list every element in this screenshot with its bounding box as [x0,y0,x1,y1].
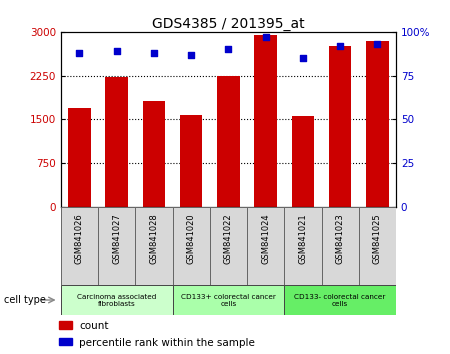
Bar [284,207,321,285]
Bar [329,46,351,207]
Bar [172,285,284,315]
Point [150,50,158,56]
Bar [58,338,72,346]
Text: GSM841024: GSM841024 [261,213,270,264]
Text: cell type: cell type [4,295,46,305]
Bar [359,207,396,285]
Bar [172,207,210,285]
Text: Carcinoma associated
fibroblasts: Carcinoma associated fibroblasts [77,293,156,307]
Point [374,41,381,47]
Bar [321,207,359,285]
Point [76,50,83,56]
Text: percentile rank within the sample: percentile rank within the sample [79,338,255,348]
Bar [180,115,202,207]
Point [337,43,344,49]
Text: GSM841021: GSM841021 [298,213,307,264]
Text: GSM841020: GSM841020 [187,213,196,264]
Bar [61,207,98,285]
Text: GSM841027: GSM841027 [112,213,121,264]
Bar [105,78,128,207]
Point [113,48,120,54]
Title: GDS4385 / 201395_at: GDS4385 / 201395_at [152,17,305,31]
Text: count: count [79,321,109,331]
Bar [58,321,72,329]
Text: CD133- colorectal cancer
cells: CD133- colorectal cancer cells [294,293,386,307]
Point [225,47,232,52]
Bar [210,207,247,285]
Bar [366,41,388,207]
Bar [254,35,277,207]
Point [188,52,195,57]
Bar [217,76,239,207]
Point [262,34,269,40]
Bar [292,116,314,207]
Text: GSM841023: GSM841023 [336,213,345,264]
Text: GSM841022: GSM841022 [224,213,233,264]
Point [299,55,306,61]
Bar [143,101,165,207]
Text: CD133+ colorectal cancer
cells: CD133+ colorectal cancer cells [181,293,276,307]
Bar [98,207,135,285]
Bar [284,285,396,315]
Bar [247,207,284,285]
Bar [68,108,90,207]
Bar [61,285,172,315]
Text: GSM841028: GSM841028 [149,213,158,264]
Text: GSM841026: GSM841026 [75,213,84,264]
Text: GSM841025: GSM841025 [373,213,382,264]
Bar [135,207,172,285]
